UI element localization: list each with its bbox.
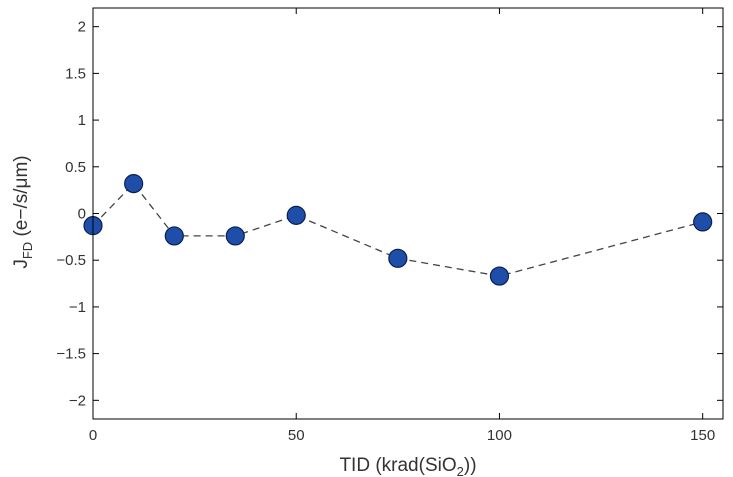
y-tick-label: 1.5 xyxy=(65,65,86,82)
x-axis-label-subscript: 2 xyxy=(457,464,464,477)
axis-ticks xyxy=(92,8,723,419)
y-tick-label: 0 xyxy=(78,206,86,223)
y-tick-label: −2 xyxy=(69,392,86,409)
data-point xyxy=(124,174,144,194)
y-tick-label: 1 xyxy=(78,112,86,129)
plot-frame xyxy=(92,7,724,420)
x-tick-label: 100 xyxy=(487,427,512,444)
y-tick-label: −0.5 xyxy=(56,252,86,269)
x-tick-label: 150 xyxy=(690,427,715,444)
x-tick-label: 50 xyxy=(288,427,305,444)
tick-labels: 0 50 100 150 2 1.5 1 0.5 0 −0.5 −1 −1.5 −2 xyxy=(56,19,715,444)
y-tick-label: −1.5 xyxy=(56,346,86,363)
y-tick-label: 0.5 xyxy=(65,159,86,176)
x-tick-label: 0 xyxy=(89,427,97,444)
data-point xyxy=(164,226,184,246)
y-tick-label: −1 xyxy=(69,299,86,316)
data-point xyxy=(286,205,306,225)
y-axis-label-subscript: FD xyxy=(20,242,35,259)
series-line xyxy=(92,182,703,277)
data-point xyxy=(693,212,713,232)
y-axis-label: JFD (e−/s/μm) xyxy=(11,155,35,268)
data-points xyxy=(83,174,713,286)
data-point xyxy=(489,266,510,286)
data-point xyxy=(225,226,245,246)
x-axis-label: TID (krad(SiO2)) xyxy=(339,455,476,477)
y-tick-label: 2 xyxy=(78,19,86,36)
data-point xyxy=(388,248,408,268)
